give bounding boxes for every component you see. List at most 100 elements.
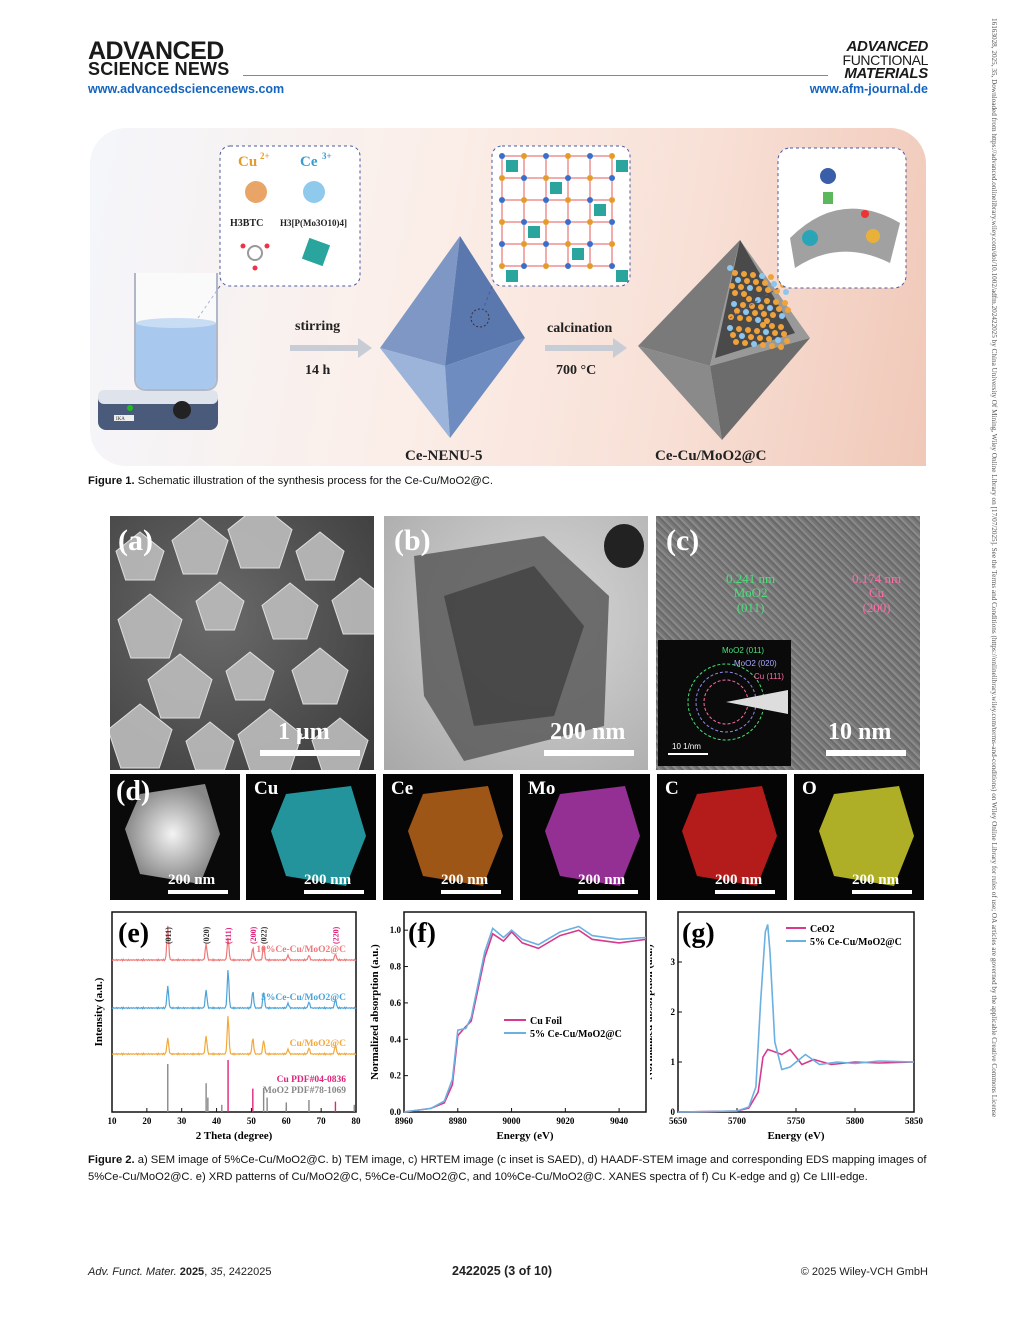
ion1-label: Cu: [238, 154, 257, 170]
peak-label: (020): [202, 926, 211, 944]
xrd-series-line: [111, 1016, 357, 1056]
x-tick-label: 5700: [728, 1116, 747, 1126]
eds-label-mo: Mo: [528, 778, 556, 799]
saed-scale: 10 1/nm: [672, 742, 701, 751]
btc-molecule-icon: [240, 243, 270, 271]
pore-particle: [785, 307, 791, 313]
lattice-node: [609, 219, 615, 225]
panel-a-scalebar: [260, 750, 360, 756]
y-tick-label: 0.8: [390, 962, 402, 972]
pore-particle: [738, 284, 744, 290]
sem-particle: [195, 581, 245, 631]
footer-page: 2422025 (3 of 10): [452, 1264, 553, 1278]
pore-particle: [740, 302, 746, 308]
lattice-node: [543, 153, 549, 159]
header-rule: [243, 75, 828, 76]
pom-unit: [616, 160, 628, 172]
peak-label: (200): [249, 926, 258, 944]
pore-particle: [763, 329, 769, 335]
lattice-node: [587, 263, 593, 269]
stirrer-icon: IKA: [98, 390, 218, 430]
x-tick-label: 9000: [503, 1116, 522, 1126]
footer-volume: 35: [210, 1266, 223, 1278]
pore-particle: [755, 317, 761, 323]
pore-particle: [734, 308, 740, 314]
x-tick-label: 20: [142, 1116, 152, 1126]
sem-particle: [227, 516, 293, 569]
pore-particle: [778, 324, 784, 330]
pore-particle: [781, 331, 787, 337]
y-tick-label: 1: [671, 1057, 676, 1067]
sem-particle: [295, 531, 345, 581]
pore-particle: [737, 315, 743, 321]
legend-label: Cu Foil: [530, 1016, 562, 1027]
panel-f-label: (f): [408, 918, 436, 949]
journal-url-link[interactable]: www.afm-journal.de: [809, 82, 928, 96]
pore-particle: [778, 344, 784, 350]
lattice-node: [499, 241, 505, 247]
pore-particle: [766, 336, 772, 342]
cu-ion-icon: [245, 181, 267, 203]
pore-particle: [742, 340, 748, 346]
eds-map-mo: Mo 200 nm: [520, 774, 650, 900]
sem-particle: [311, 717, 369, 770]
x-tick-label: 5650: [669, 1116, 688, 1126]
stirrer-brand: IKA: [116, 417, 125, 422]
x-tick-label: 8960: [395, 1116, 414, 1126]
pore-particle: [769, 323, 775, 329]
sem-particle: [225, 651, 275, 701]
xrd-series-label: 10%Ce-Cu/MoO2@C: [256, 945, 346, 955]
publisher-url-link[interactable]: www.advancedsciencenews.com: [88, 82, 285, 96]
figure1-scheme: Cu 2+ Ce 3+ H3BTC H3[P(Mo3O10)4] IKA: [90, 128, 926, 466]
pore-particle: [771, 281, 777, 287]
eds-signal: [819, 786, 914, 886]
x-tick-label: 5800: [846, 1116, 865, 1126]
sem-particle: [185, 721, 235, 770]
x-tick-label: 50: [247, 1116, 257, 1126]
x-tick-label: 5850: [905, 1116, 924, 1126]
eds-scalebar: [304, 890, 364, 894]
legend-label: CeO2: [810, 924, 834, 935]
xrd-series-label: 5%Ce-Cu/MoO2@C: [261, 993, 346, 1003]
x-tick-label: 30: [177, 1116, 187, 1126]
product1-label: Ce-NENU-5: [405, 448, 482, 464]
step1-duration: 14 h: [305, 363, 331, 378]
xrd-series-line: [111, 925, 357, 962]
lattice-node: [521, 219, 527, 225]
pore-particle: [784, 338, 790, 344]
y-tick-label: 0.6: [390, 998, 402, 1008]
step1-label: stirring: [295, 319, 340, 334]
pore-particle: [767, 305, 773, 311]
footer-copyright: © 2025 Wiley-VCH GmbH: [800, 1266, 928, 1278]
pom-unit: [528, 226, 540, 238]
ann2-phase: Cu: [868, 585, 885, 601]
pore-particle: [731, 301, 737, 307]
ce-ion-icon: [303, 181, 325, 203]
ion1-sup: 2+: [260, 151, 270, 161]
x-tick-label: 9020: [556, 1116, 575, 1126]
lattice-annotation-cu: 0.174 nm Cu (200): [852, 571, 901, 615]
chart-g-ce-xanes: 5650 5700 5750 5800 5850 0 1 2 3 Energy (eV) Norma…: [650, 911, 924, 1142]
lattice-node: [565, 219, 571, 225]
pore-particle: [735, 277, 741, 283]
peak-label: (111): [224, 927, 233, 944]
y-tick-label: 1.0: [390, 925, 402, 935]
y-tick-label: 2: [671, 1007, 676, 1017]
pom-unit: [550, 182, 562, 194]
pore-particle: [759, 273, 765, 279]
pore-particle: [768, 274, 774, 280]
pom-unit: [506, 160, 518, 172]
x-axis-label: Energy (eV): [496, 1130, 553, 1142]
lattice-node: [499, 263, 505, 269]
panel-a-sem: (a) 1 μm: [110, 516, 374, 770]
figure1-svg: Cu 2+ Ce 3+ H3BTC H3[P(Mo3O10)4] IKA: [98, 145, 907, 464]
pore-particle: [732, 270, 738, 276]
panel-b-tem: (b) 200 nm: [384, 516, 648, 770]
haadf-particle: [125, 784, 220, 884]
ion2-sup: 3+: [322, 151, 332, 161]
y-tick-label: 3: [671, 957, 676, 967]
figure2-caption-text: a) SEM image of 5%Ce-Cu/MoO2@C. b) TEM i…: [88, 1154, 927, 1183]
peak-label: (011): [164, 927, 173, 944]
eds-scale: 200 nm: [441, 872, 489, 888]
lattice-node: [587, 153, 593, 159]
